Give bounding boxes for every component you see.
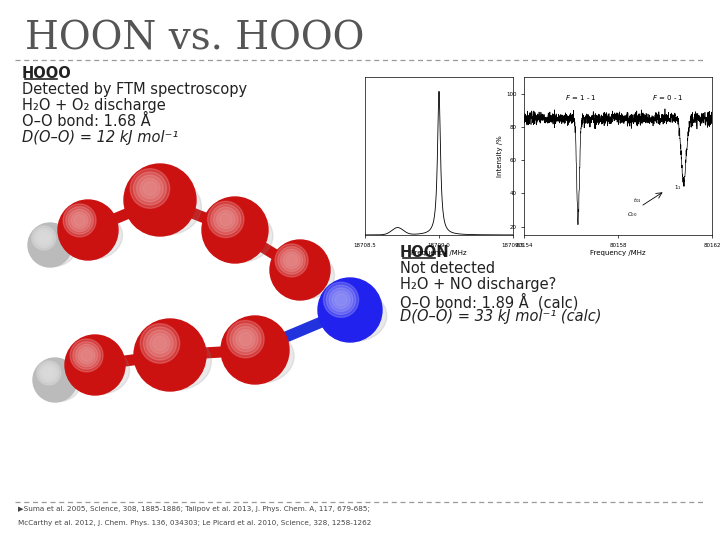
Circle shape — [74, 215, 85, 226]
Circle shape — [286, 255, 297, 266]
Circle shape — [221, 316, 289, 384]
Circle shape — [130, 168, 170, 208]
Circle shape — [37, 232, 50, 244]
Circle shape — [207, 201, 244, 238]
Text: O–O bond: 1.68 Å: O–O bond: 1.68 Å — [22, 114, 150, 129]
Circle shape — [73, 342, 100, 369]
Circle shape — [281, 249, 302, 272]
Ellipse shape — [31, 231, 76, 267]
Circle shape — [270, 240, 330, 300]
Circle shape — [39, 363, 59, 383]
Ellipse shape — [274, 252, 335, 299]
Circle shape — [217, 210, 235, 228]
Circle shape — [143, 181, 157, 195]
Circle shape — [45, 369, 53, 377]
Ellipse shape — [226, 329, 294, 383]
Text: $1_1$: $1_1$ — [675, 183, 682, 192]
Circle shape — [233, 327, 258, 352]
Text: H₂O + NO discharge?: H₂O + NO discharge? — [400, 277, 557, 292]
Text: HOOO: HOOO — [22, 66, 72, 81]
Circle shape — [283, 252, 300, 269]
Circle shape — [37, 361, 61, 385]
Text: $F$ = 1 - 1: $F$ = 1 - 1 — [565, 93, 597, 102]
Circle shape — [66, 207, 94, 234]
Circle shape — [150, 333, 170, 354]
Circle shape — [28, 223, 72, 267]
Circle shape — [124, 164, 196, 236]
Ellipse shape — [36, 366, 81, 402]
Circle shape — [76, 345, 98, 367]
Text: HOON: HOON — [400, 245, 449, 260]
Circle shape — [63, 204, 96, 237]
Circle shape — [332, 291, 350, 309]
Text: McCarthy et al. 2012, J. Chem. Phys. 136, 034303; Le Picard et al. 2010, Science: McCarthy et al. 2012, J. Chem. Phys. 136… — [18, 520, 372, 526]
Circle shape — [137, 175, 163, 202]
Text: H₂O + O₂ discharge: H₂O + O₂ discharge — [22, 98, 166, 113]
Y-axis label: Intensity /%: Intensity /% — [497, 135, 503, 177]
Ellipse shape — [207, 210, 273, 262]
Circle shape — [140, 323, 180, 363]
Circle shape — [239, 333, 252, 346]
Circle shape — [326, 285, 356, 314]
Ellipse shape — [130, 178, 202, 235]
Circle shape — [78, 347, 95, 364]
Circle shape — [230, 323, 261, 355]
Circle shape — [236, 329, 255, 349]
Circle shape — [202, 197, 268, 263]
Text: D(O–O) = 33 kJ mol⁻¹ (calc): D(O–O) = 33 kJ mol⁻¹ (calc) — [400, 309, 601, 324]
Circle shape — [227, 320, 264, 358]
Circle shape — [140, 178, 160, 199]
Ellipse shape — [70, 346, 130, 394]
Circle shape — [81, 350, 92, 361]
Ellipse shape — [63, 211, 122, 259]
Ellipse shape — [140, 333, 212, 390]
Circle shape — [68, 210, 91, 232]
Circle shape — [153, 336, 167, 350]
Text: Detected by FTM spectroscopy: Detected by FTM spectroscopy — [22, 82, 247, 97]
Circle shape — [143, 327, 176, 360]
Text: Not detected: Not detected — [400, 261, 495, 276]
Circle shape — [335, 294, 347, 306]
Text: $F$ = 0 - 1: $F$ = 0 - 1 — [652, 93, 683, 102]
Circle shape — [278, 247, 305, 274]
Circle shape — [71, 212, 88, 229]
Circle shape — [134, 319, 206, 391]
Text: D(O–O) = 12 kJ mol⁻¹: D(O–O) = 12 kJ mol⁻¹ — [22, 130, 179, 145]
Circle shape — [36, 230, 52, 246]
Text: $C_{00}$: $C_{00}$ — [627, 210, 638, 219]
Circle shape — [34, 228, 54, 248]
Ellipse shape — [323, 290, 387, 341]
Circle shape — [214, 207, 238, 232]
Circle shape — [323, 282, 359, 318]
Text: HOON vs. HOOO: HOON vs. HOOO — [25, 20, 364, 57]
Circle shape — [210, 204, 241, 234]
Circle shape — [220, 213, 232, 226]
X-axis label: Frequency /MHz: Frequency /MHz — [411, 251, 467, 256]
Circle shape — [70, 339, 103, 372]
Circle shape — [33, 358, 77, 402]
X-axis label: Frequency /MHz: Frequency /MHz — [590, 251, 646, 256]
Circle shape — [275, 244, 308, 277]
Circle shape — [147, 330, 174, 357]
Circle shape — [58, 200, 118, 260]
Circle shape — [65, 335, 125, 395]
Circle shape — [42, 367, 55, 379]
Text: $t_{01}$: $t_{01}$ — [633, 196, 642, 205]
Text: ▶Suma et al. 2005, Science, 308, 1885-1886; Talipov et al. 2013, J. Phys. Chem. : ▶Suma et al. 2005, Science, 308, 1885-18… — [18, 506, 370, 512]
Circle shape — [40, 234, 48, 242]
Circle shape — [41, 365, 57, 381]
Circle shape — [133, 172, 166, 205]
Text: O–O bond: 1.89 Å  (calc): O–O bond: 1.89 Å (calc) — [400, 293, 578, 310]
Circle shape — [329, 288, 353, 312]
Circle shape — [32, 226, 56, 250]
Circle shape — [318, 278, 382, 342]
